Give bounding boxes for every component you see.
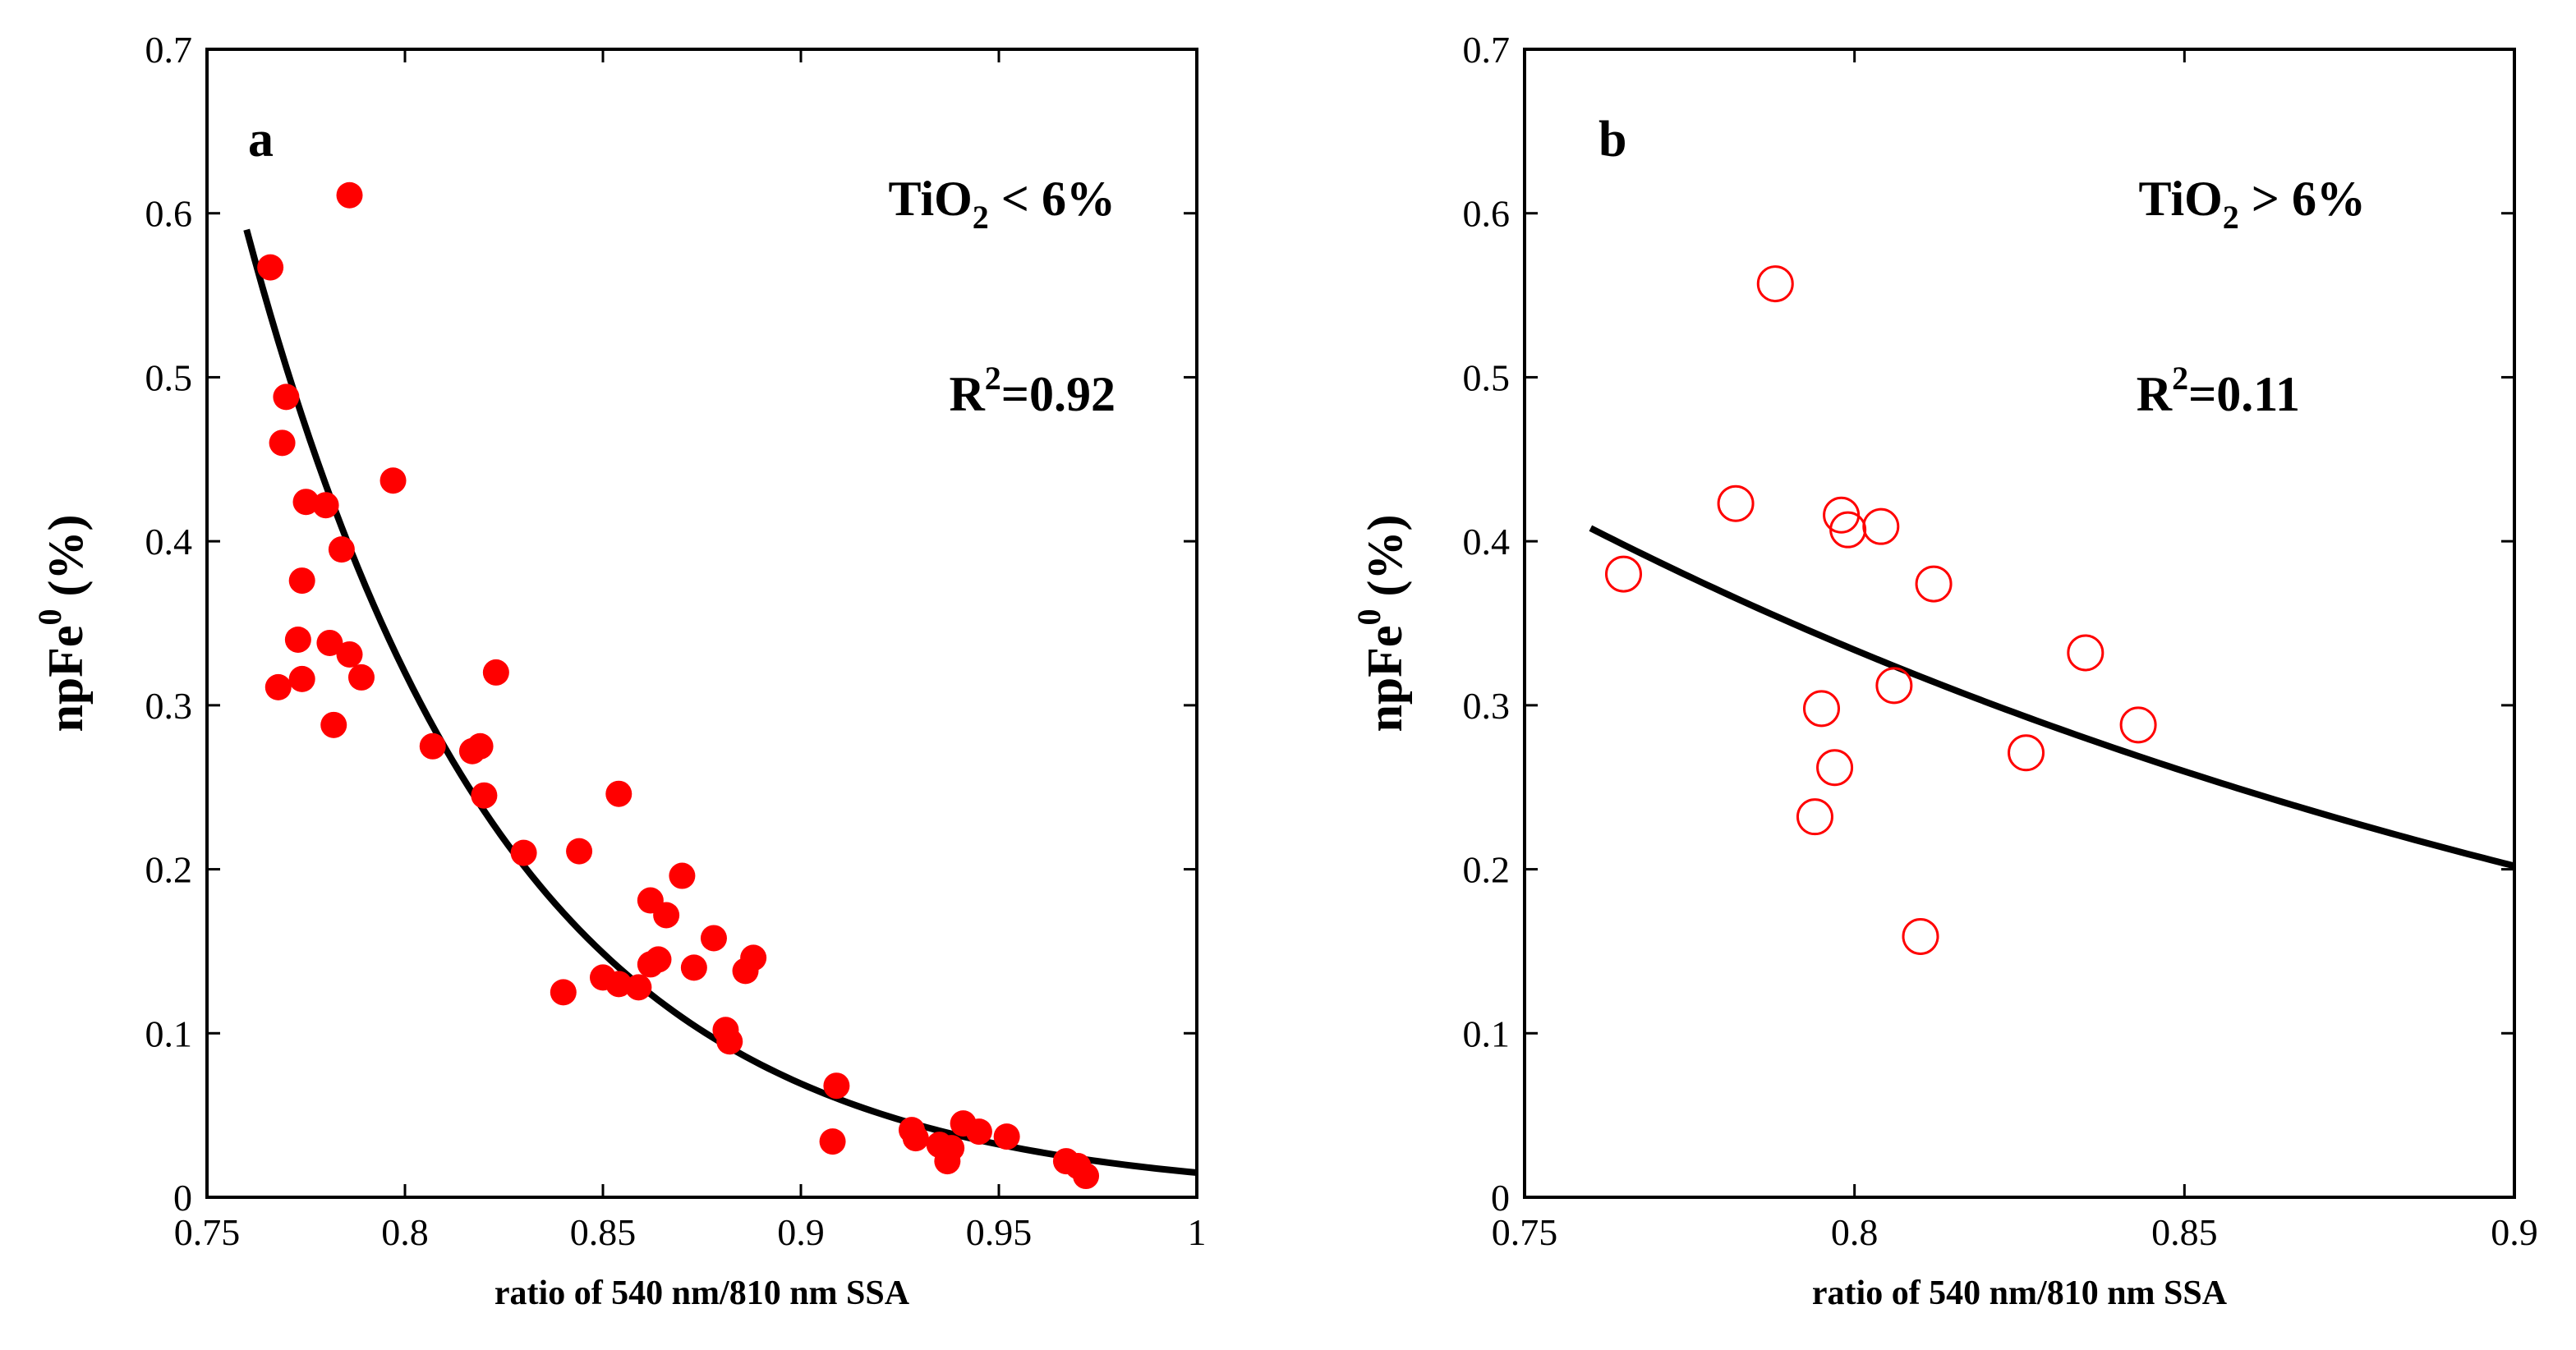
data-point (269, 429, 296, 457)
y-tick-label: 0.7 (145, 29, 193, 71)
data-point (510, 839, 537, 866)
x-tick-label: 0.75 (174, 1211, 241, 1253)
data-point (288, 665, 315, 692)
data-point (1862, 507, 1900, 545)
r-squared-annotation: R2=0.92 (949, 360, 1116, 421)
data-point (336, 181, 363, 209)
x-tick-label: 0.75 (1492, 1211, 1558, 1253)
data-point (2119, 706, 2157, 744)
data-point (1816, 749, 1854, 787)
plot-frame (205, 48, 1198, 1199)
y-tick-label: 0.7 (1463, 29, 1511, 71)
chart-panel-a: 0.75 0.8 0.85 0.9 0.95 1 0 0.1 0.2 0.3 0.4 0.5 0.6 0.… (31, 29, 1207, 1312)
data-point (1717, 484, 1755, 522)
data-point (257, 254, 284, 281)
data-point (288, 567, 315, 595)
y-tick-label: 0.1 (145, 1013, 193, 1054)
y-tick-label: 0.2 (1463, 849, 1511, 891)
data-point (312, 492, 339, 519)
tio2-annotation: TiO2 > 6% (2139, 172, 2366, 236)
y-tick-label: 0.4 (1463, 521, 1511, 562)
x-tick-label: 0.9 (777, 1211, 825, 1253)
data-point (645, 946, 672, 973)
data-point (328, 536, 355, 563)
data-point (823, 1072, 850, 1100)
data-point (740, 944, 767, 971)
x-tick-label: 1 (1188, 1211, 1207, 1253)
data-point (1915, 565, 1953, 603)
data-point (716, 1028, 743, 1055)
tio2-annotation: TiO2 < 6% (889, 172, 1116, 236)
data-point (1605, 555, 1642, 593)
data-point (264, 673, 292, 700)
data-point (1756, 265, 1794, 303)
y-tick-label: 0.3 (145, 685, 193, 727)
x-axis-label: ratio of 540 nm/810 nm SSA (1812, 1274, 2228, 1312)
data-point (625, 974, 652, 1001)
data-point (993, 1123, 1020, 1150)
data-point (653, 902, 680, 929)
data-point (2067, 634, 2104, 672)
data-point (482, 659, 509, 686)
data-point (419, 732, 446, 760)
y-tick-label: 0 (1491, 1177, 1510, 1219)
data-point (273, 383, 300, 411)
y-tick-label: 0.4 (145, 521, 193, 562)
x-tick-label: 0.95 (966, 1211, 1033, 1253)
panel-label: a (248, 112, 274, 168)
data-point (669, 862, 696, 889)
data-point (347, 664, 375, 691)
x-tick-label: 0.85 (2151, 1211, 2218, 1253)
y-axis-label: npFe0 (%) (31, 515, 93, 732)
y-axis-label: npFe0 (%) (1350, 515, 1412, 732)
data-point (550, 979, 577, 1006)
y-tick-label: 0.2 (145, 849, 193, 891)
x-tick-label: 0.8 (381, 1211, 429, 1253)
fit-curve (1589, 525, 2515, 870)
data-point (292, 489, 320, 516)
data-point (1073, 1163, 1100, 1190)
data-point (2008, 734, 2045, 772)
y-tick-label: 0.5 (1463, 356, 1511, 398)
data-point (471, 782, 498, 809)
data-point (1902, 917, 1939, 955)
data-point (819, 1128, 846, 1155)
data-point (284, 626, 311, 653)
data-point (566, 838, 593, 865)
plot-frame (1523, 48, 2516, 1199)
data-point (1803, 690, 1840, 728)
data-point (680, 954, 707, 981)
x-axis-label: ratio of 540 nm/810 nm SSA (494, 1274, 910, 1312)
r-squared-annotation: R2=0.11 (2137, 360, 2300, 421)
data-point (336, 641, 363, 668)
y-tick-label: 0.1 (1463, 1013, 1511, 1054)
data-point (316, 629, 343, 656)
x-tick-label: 0.85 (570, 1211, 637, 1253)
y-tick-label: 0.5 (145, 356, 193, 398)
data-point (700, 925, 727, 952)
data-point (320, 711, 347, 738)
y-tick-label: 0 (173, 1177, 192, 1219)
x-tick-label: 0.9 (2491, 1211, 2538, 1253)
data-point (380, 467, 407, 494)
chart-panel-b: 0.75 0.8 0.85 0.9 0 0.1 0.2 0.3 0.4 0.5 0.6 0.7 b TiO… (1350, 29, 2538, 1312)
y-tick-label: 0.3 (1463, 685, 1511, 727)
data-point (1875, 667, 1913, 705)
data-point (965, 1118, 992, 1146)
data-point (605, 971, 632, 998)
panel-label: b (1598, 112, 1626, 168)
y-tick-label: 0.6 (1463, 193, 1511, 235)
data-point (605, 780, 632, 807)
data-point (467, 732, 494, 760)
y-tick-label: 0.6 (145, 193, 193, 235)
data-point (1796, 798, 1833, 836)
x-tick-label: 0.8 (1831, 1211, 1879, 1253)
data-point (934, 1148, 961, 1175)
data-point (902, 1125, 929, 1152)
